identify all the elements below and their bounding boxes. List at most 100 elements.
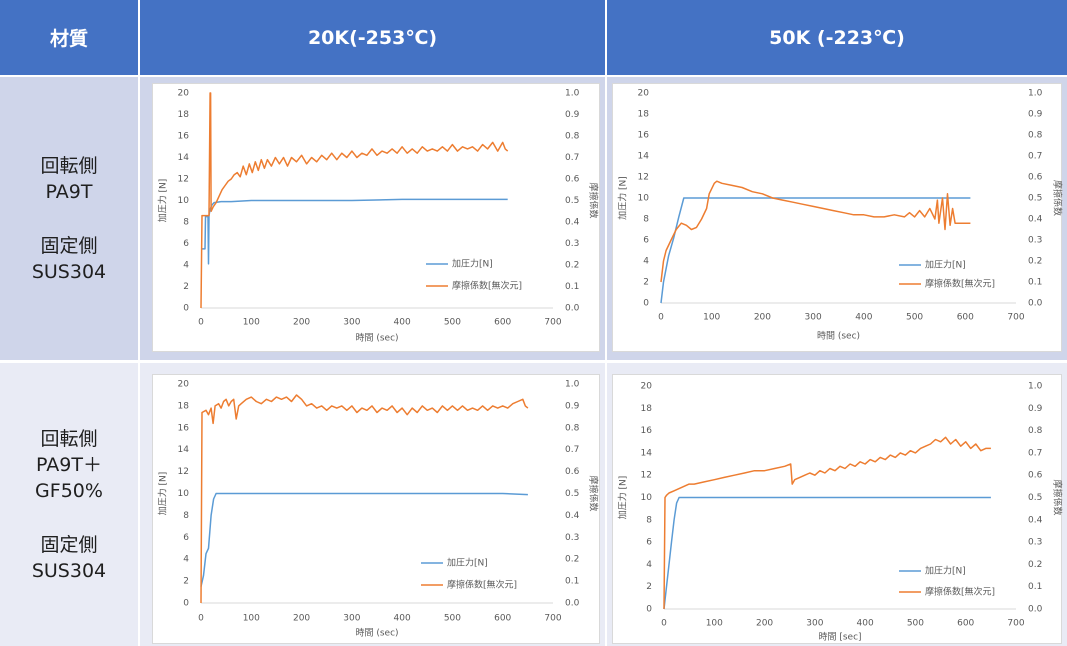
y-tick-label: 0 xyxy=(183,599,189,609)
x-axis-label: 時間 (sec) xyxy=(817,331,860,342)
x-tick-label: 700 xyxy=(1007,619,1024,629)
x-tick-label: 100 xyxy=(706,619,723,629)
rotating-side-material: PA9T xyxy=(45,180,93,203)
y2-tick-label: 0.7 xyxy=(1028,152,1042,162)
y-tick-label: 6 xyxy=(183,239,189,249)
legend-label: 摩擦係数[無次元] xyxy=(447,579,517,591)
y-tick-label: 6 xyxy=(643,236,649,246)
pressure-line xyxy=(200,492,528,587)
y-tick-label: 18 xyxy=(178,401,190,411)
y-tick-label: 8 xyxy=(646,515,652,525)
y-tick-label: 2 xyxy=(643,278,649,288)
y2-tick-label: 1.0 xyxy=(1028,89,1043,99)
y-axis-label: 加圧力 [N] xyxy=(157,472,169,516)
y2-tick-label: 0.3 xyxy=(565,533,579,543)
header-material-label: 材質 xyxy=(49,28,88,50)
x-tick-label: 200 xyxy=(756,619,773,629)
y2-tick-label: 0.0 xyxy=(565,599,580,609)
y2-tick-label: 0.0 xyxy=(1028,605,1043,615)
y-tick-label: 10 xyxy=(638,194,650,204)
y2-tick-label: 0.4 xyxy=(565,511,580,521)
row1-material-cell: 回転側 PA9T 固定側 SUS304 xyxy=(0,77,138,360)
header-material: 材質 xyxy=(0,0,138,75)
x-tick-label: 500 xyxy=(907,619,924,629)
y2-tick-label: 0.6 xyxy=(565,175,580,185)
friction-coefficient-line xyxy=(663,436,991,610)
y-tick-label: 8 xyxy=(183,218,189,228)
y-tick-label: 4 xyxy=(183,555,189,565)
y2-axis-label: 摩擦係数 xyxy=(588,475,600,511)
y-tick-label: 20 xyxy=(178,380,190,390)
pressure-line xyxy=(663,496,991,610)
x-tick-label: 700 xyxy=(1007,313,1024,323)
x-tick-label: 400 xyxy=(857,619,874,629)
x-tick-label: 200 xyxy=(293,614,310,624)
y-tick-label: 8 xyxy=(643,215,649,225)
legend-label: 加圧力[N] xyxy=(925,259,966,271)
row2-material-cell: 回転側 PA9T＋ GF50% 固定側 SUS304 xyxy=(0,363,138,646)
y-tick-label: 16 xyxy=(178,423,190,433)
y-tick-label: 0 xyxy=(183,304,189,314)
y-tick-label: 14 xyxy=(178,153,190,163)
y2-tick-label: 1.0 xyxy=(565,89,580,99)
x-tick-label: 500 xyxy=(444,318,461,328)
x-tick-label: 600 xyxy=(494,318,511,328)
y2-tick-label: 0.9 xyxy=(565,401,580,411)
chart-50k-pa9t-gf50: 0 2 4 6 8 10 12 14 16 18 20 0.0 0.1 0.2 0.3 0.4 0.5 0.6 0.… xyxy=(617,382,1064,643)
header-20k: 20K(-253℃) xyxy=(140,0,605,75)
y2-tick-label: 0.1 xyxy=(565,282,579,292)
y-tick-label: 10 xyxy=(178,196,190,206)
y2-tick-label: 0.1 xyxy=(565,577,579,587)
x-tick-label: 100 xyxy=(703,313,720,323)
header-50k-label: 50K (-223℃) xyxy=(769,26,905,49)
y-tick-label: 4 xyxy=(643,257,649,267)
y2-axis-label: 摩擦係数 xyxy=(588,182,600,218)
y-tick-label: 18 xyxy=(638,110,650,120)
y-axis-label: 加圧力 [N] xyxy=(617,476,629,520)
fixed-side-group: 固定側 SUS304 xyxy=(32,532,106,584)
y2-tick-label: 0.7 xyxy=(565,445,579,455)
legend-label: 摩擦係数[無次元] xyxy=(452,280,522,292)
x-tick-label: 100 xyxy=(243,614,260,624)
y-tick-label: 14 xyxy=(178,445,190,455)
y-tick-label: 16 xyxy=(178,132,190,142)
x-tick-label: 500 xyxy=(906,313,923,323)
x-tick-label: 200 xyxy=(754,313,771,323)
fixed-side-label: 固定側 xyxy=(40,533,98,556)
y2-tick-label: 0.8 xyxy=(1028,426,1043,436)
y2-tick-label: 0.4 xyxy=(1028,215,1043,225)
y-tick-label: 12 xyxy=(178,175,189,185)
y2-tick-label: 0.3 xyxy=(1028,236,1042,246)
x-tick-label: 500 xyxy=(444,614,461,624)
y-tick-label: 6 xyxy=(646,538,652,548)
y2-tick-label: 0.8 xyxy=(565,132,580,142)
chart-50k-pa9t: 0 2 4 6 8 10 12 14 16 18 20 0.0 0.1 0.2 0.3 0.4 0.5 0.6 0.… xyxy=(617,89,1064,342)
y-tick-label: 18 xyxy=(178,110,190,120)
legend-label: 加圧力[N] xyxy=(452,258,493,270)
x-tick-label: 300 xyxy=(806,619,823,629)
fixed-side-group: 固定側 SUS304 xyxy=(32,233,106,285)
x-tick-label: 300 xyxy=(343,614,360,624)
y-tick-label: 10 xyxy=(641,493,653,503)
friction-coefficient-line xyxy=(200,92,509,309)
y-tick-label: 0 xyxy=(646,605,652,615)
y2-tick-label: 0.1 xyxy=(1028,278,1042,288)
x-tick-label: 400 xyxy=(855,313,872,323)
y-tick-label: 12 xyxy=(641,471,652,481)
y2-tick-label: 0.5 xyxy=(565,489,579,499)
y-tick-label: 18 xyxy=(641,404,653,414)
y-tick-label: 2 xyxy=(183,577,189,587)
y-tick-label: 2 xyxy=(183,282,189,292)
pressure-line xyxy=(201,198,508,265)
rotating-side-material-filler: GF50% xyxy=(35,479,103,502)
chart-20k-pa9t: 0 2 4 6 8 10 12 14 16 18 20 0.0 0.1 0.2 0.3 0.4 0.5 0.6 0.… xyxy=(157,89,600,344)
y2-axis-label: 摩擦係数 xyxy=(1052,479,1064,515)
y2-tick-label: 0.9 xyxy=(1028,404,1043,414)
x-tick-label: 400 xyxy=(394,614,411,624)
x-tick-label: 0 xyxy=(658,313,664,323)
y-tick-label: 12 xyxy=(638,173,649,183)
y2-tick-label: 0.9 xyxy=(565,110,580,120)
x-tick-label: 0 xyxy=(661,619,667,629)
y2-tick-label: 0.0 xyxy=(1028,299,1043,309)
rotating-side-group: 回転側 PA9T＋ GF50% xyxy=(35,426,103,504)
